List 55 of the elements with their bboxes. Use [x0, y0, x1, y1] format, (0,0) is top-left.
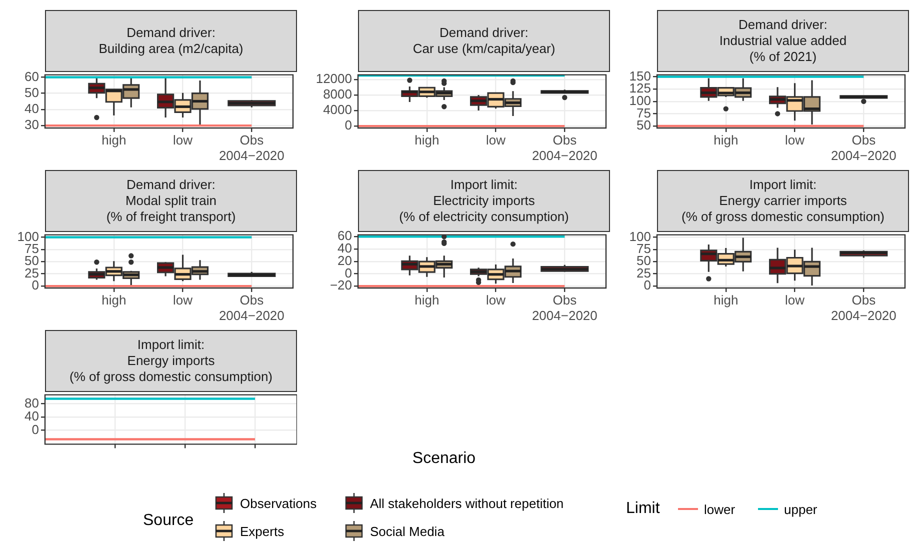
legend-label: All stakeholders without repetition — [370, 496, 564, 510]
chart-title: Demand driver: Car use (km/capita/year) — [358, 10, 610, 72]
x-tick-label: low — [173, 132, 194, 148]
x-tick-label: high — [414, 292, 440, 308]
y-tick-label: 75 — [636, 105, 651, 120]
legend-label: Observations — [240, 496, 317, 510]
x-tick-label: Obs 2004−2020 — [218, 132, 284, 163]
x-tick-label: high — [714, 292, 738, 308]
y-tick-label: 8000 — [323, 86, 352, 102]
y-tick-label: 150 — [629, 68, 651, 84]
x-tick-label: Obs 2004−2020 — [218, 292, 284, 323]
legend-label: Social Media — [370, 524, 444, 538]
y-tick-label: 0 — [32, 422, 39, 437]
y-tick-label: 100 — [629, 228, 651, 244]
x-tick-label: Obs 2004−2020 — [532, 292, 598, 323]
x-tick-label: high — [714, 132, 738, 148]
chart-title: Demand driver: Building area (m2/capita) — [45, 10, 297, 72]
y-tick-label: 50 — [636, 118, 651, 133]
y-tick-label: 4000 — [323, 102, 352, 118]
x-tick-label: low — [785, 292, 806, 308]
chart-title: Demand driver: Modal split train (% of freight transport) — [45, 170, 297, 232]
y-tick-label: 0 — [644, 278, 651, 293]
chart-title: Import limit: Energy imports (% of gross domestic consumption) — [45, 330, 297, 392]
legend-label: lower — [704, 502, 736, 516]
y-tick-label: 40 — [24, 408, 39, 424]
y-tick-label: 0 — [344, 265, 352, 280]
legend-label: Experts — [240, 524, 284, 538]
x-axis-title: Scenario — [411, 450, 477, 468]
x-tick-label: Obs 2004−2020 — [830, 292, 896, 323]
chart-title: Import limit: Energy carrier imports (% of gross domestic consumption) — [657, 170, 909, 232]
legend-title: Source — [143, 512, 194, 530]
y-tick-label: 0 — [344, 118, 352, 133]
x-tick-label: low — [785, 132, 806, 148]
x-tick-label: Obs 2004−2020 — [532, 132, 598, 163]
y-tick-label: 50 — [24, 84, 39, 100]
x-tick-label: high — [102, 292, 126, 308]
x-tick-label: low — [486, 132, 506, 148]
y-tick-label: 30 — [24, 117, 39, 132]
chart-title: Demand driver: Industrial value added (% of 2021) — [657, 10, 909, 72]
y-tick-label: 60 — [24, 68, 39, 84]
y-tick-label: 0 — [32, 278, 39, 293]
y-tick-label: −20 — [330, 278, 352, 293]
legend-label: upper — [784, 502, 818, 516]
x-tick-label: high — [414, 132, 440, 148]
y-tick-label: 80 — [24, 395, 39, 410]
x-tick-label: Obs 2004−2020 — [830, 132, 896, 163]
y-tick-label: 40 — [24, 101, 39, 116]
y-tick-label: 12000 — [316, 71, 352, 86]
x-tick-label: low — [486, 292, 506, 308]
x-tick-label: high — [102, 132, 126, 148]
x-tick-label: low — [173, 292, 194, 308]
chart-title: Import limit: Electricity imports (% of electricity consumption) — [358, 170, 610, 232]
text: Limit — [626, 500, 660, 518]
y-tick-label: 100 — [17, 228, 39, 244]
y-tick-label: 60 — [338, 228, 352, 244]
